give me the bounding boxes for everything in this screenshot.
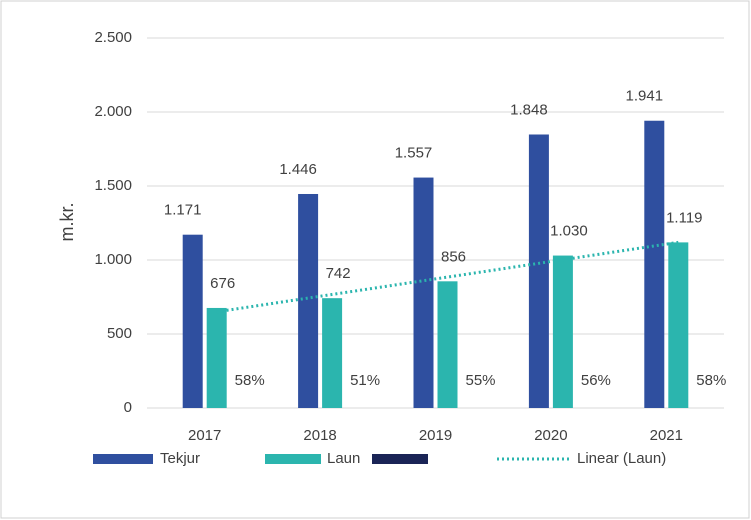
- share-label: 55%: [465, 372, 495, 389]
- y-axis-label: m.kr.: [57, 203, 77, 242]
- legend-label: Laun: [327, 450, 360, 467]
- legend-swatch: [265, 454, 321, 464]
- data-label: 1.030: [550, 223, 588, 240]
- legend-label: Linear (Laun): [577, 450, 666, 467]
- bar: [322, 298, 343, 408]
- x-tick-label: 2019: [419, 427, 452, 444]
- data-label: 1.171: [164, 202, 202, 219]
- bar: [528, 134, 549, 408]
- y-tick-label: 1.000: [94, 251, 132, 268]
- x-tick-label: 2018: [303, 427, 336, 444]
- bar: [552, 255, 573, 408]
- bar: [668, 242, 689, 408]
- data-label: 1.446: [279, 161, 317, 178]
- y-tick-label: 2.000: [94, 103, 132, 120]
- legend-swatch: [93, 454, 153, 464]
- data-label: 1.941: [626, 88, 664, 105]
- y-tick-label: 0: [124, 399, 132, 416]
- legend-swatch: [372, 454, 428, 464]
- bar: [644, 120, 665, 409]
- x-tick-label: 2020: [534, 427, 567, 444]
- data-label: 1.119: [666, 209, 702, 226]
- x-tick-label: 2017: [188, 427, 221, 444]
- data-label: 856: [441, 248, 466, 265]
- bar: [413, 177, 434, 408]
- data-label: 742: [326, 265, 351, 282]
- y-tick-label: 1.500: [94, 177, 132, 194]
- bar: [206, 307, 227, 408]
- share-label: 58%: [235, 372, 265, 389]
- bar: [298, 193, 319, 408]
- share-label: 51%: [350, 372, 380, 389]
- data-label: 676: [210, 275, 235, 292]
- bar: [437, 281, 458, 408]
- y-tick-label: 500: [107, 325, 132, 342]
- data-label: 1.848: [510, 101, 548, 118]
- share-label: 58%: [696, 372, 726, 389]
- x-tick-label: 2021: [650, 427, 683, 444]
- legend-label: Tekjur: [160, 450, 200, 467]
- data-label: 1.557: [395, 145, 433, 162]
- bar: [182, 234, 203, 408]
- y-tick-label: 2.500: [94, 29, 132, 46]
- share-label: 56%: [581, 372, 611, 389]
